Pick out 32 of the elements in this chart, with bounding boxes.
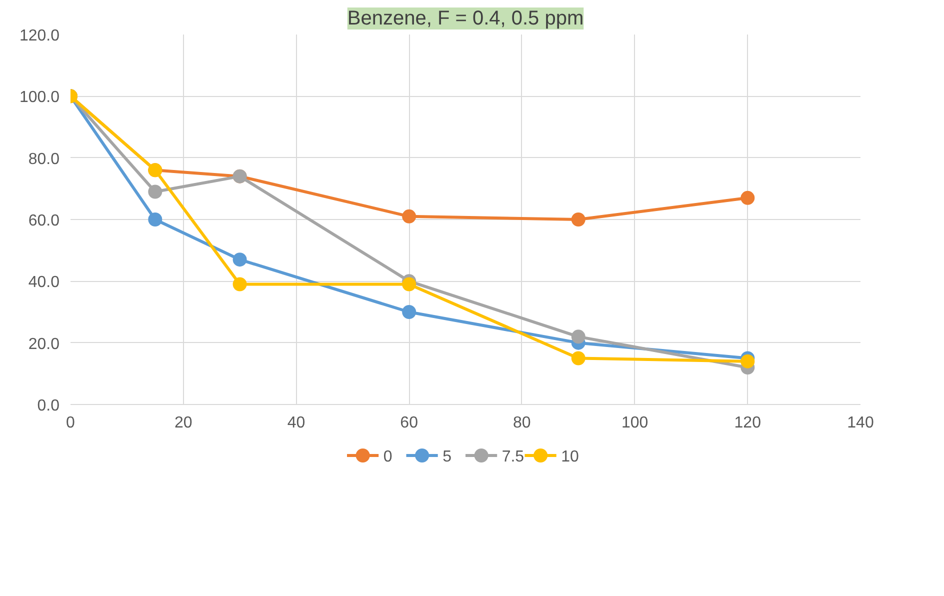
legend-label: 10 (561, 448, 579, 466)
point (740, 354, 755, 368)
x-tick-label: 40 (287, 414, 306, 432)
x-tick-label: 120 (734, 414, 762, 432)
point (571, 212, 586, 226)
y-tick-label: 60.0 (28, 212, 60, 230)
y-tick-label: 0.0 (37, 398, 60, 414)
legend-label: 0 (383, 448, 392, 466)
x-tick-label: 80 (513, 414, 531, 432)
point (571, 351, 586, 366)
x-tick-label: 140 (847, 414, 874, 432)
y-tick-label: 40.0 (28, 274, 60, 292)
legend-label: 7.5 (502, 448, 524, 466)
x-tick-label: 0 (66, 414, 76, 432)
chart-title: Benzene, F = 0.4, 0.5 ppm (347, 8, 584, 30)
point (571, 330, 586, 344)
point (402, 305, 416, 319)
point (402, 277, 416, 292)
point (148, 184, 162, 199)
y-tick-label: 80.0 (28, 150, 60, 168)
x-tick-label: 100 (621, 414, 648, 432)
legend-label: 5 (442, 448, 452, 466)
point (148, 212, 162, 226)
x-tick-label: 60 (400, 414, 418, 432)
point (402, 209, 416, 224)
y-tick-label: 100.0 (19, 89, 60, 106)
point (740, 190, 755, 205)
y-tick-label: 120.0 (19, 28, 60, 44)
y-tick-label: 20.0 (28, 336, 60, 353)
point (232, 252, 247, 267)
point (232, 277, 247, 292)
x-tick-label: 20 (174, 414, 192, 432)
